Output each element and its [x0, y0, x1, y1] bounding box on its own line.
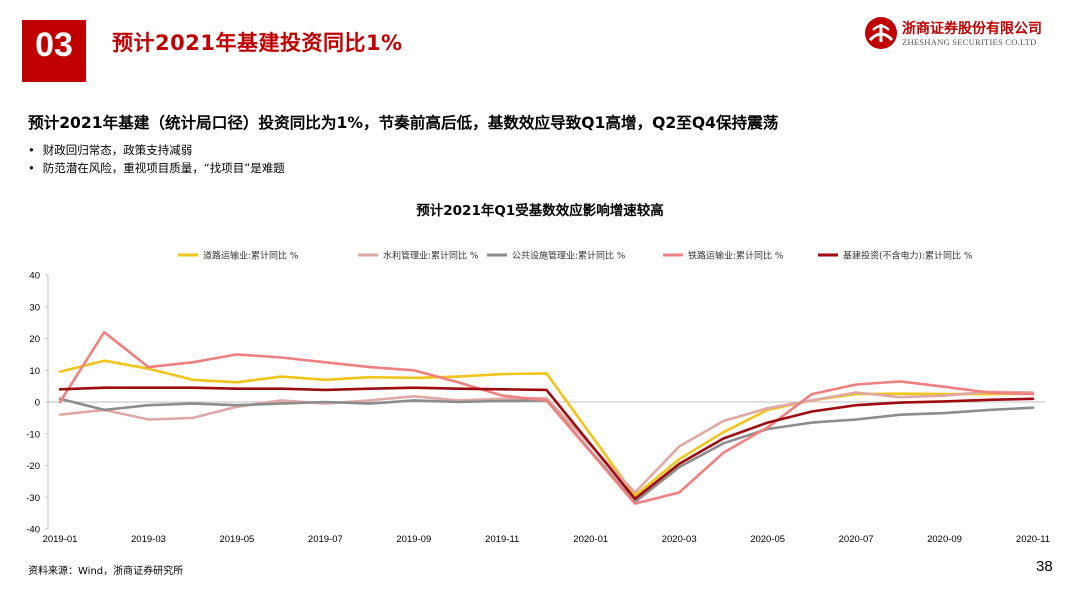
y-tick-label: 20 — [29, 334, 40, 345]
x-tick-label: 2019-05 — [219, 534, 254, 545]
legend-label: 铁路运输业:累计同比 % — [688, 250, 784, 262]
x-tick-label: 2020-09 — [927, 534, 962, 545]
logo-name-en: ZHESHANG SECURITIES CO.LTD — [902, 37, 1037, 47]
x-tick-label: 2020-05 — [750, 534, 785, 545]
chart-title: 预计2021年Q1受基数效应影响增速较高 — [416, 203, 664, 219]
series-line — [58, 330, 1035, 505]
x-tick-label: 2020-03 — [662, 534, 697, 545]
bullet-item: 防范潜在风险，重视项目质量，“找项目”是难题 — [28, 159, 285, 177]
legend-label: 道路运输业:累计同比 % — [203, 250, 299, 262]
y-tick-label: -10 — [26, 429, 40, 440]
x-tick-label: 2020-07 — [839, 534, 874, 545]
page-number: 38 — [1036, 558, 1053, 575]
series-line — [58, 397, 1035, 504]
source-note: 资料来源：Wind，浙商证券研究所 — [28, 566, 184, 577]
page-title: 预计2021年基建投资同比1% — [112, 31, 403, 55]
series-line — [58, 359, 1035, 498]
y-tick-label: 10 — [29, 366, 40, 377]
y-tick-label: 0 — [35, 398, 40, 409]
x-tick-label: 2019-01 — [43, 534, 78, 545]
logo-name-cn: 浙商证券股份有限公司 — [902, 21, 1042, 37]
series-line — [58, 386, 1035, 501]
y-tick-label: -30 — [26, 493, 40, 504]
y-tick-label: -20 — [26, 461, 40, 472]
legend-label: 基建投资(不含电力):累计同比 % — [843, 250, 973, 262]
x-tick-label: 2019-03 — [131, 534, 166, 545]
series-line — [58, 390, 1035, 494]
bullet-item: 财政回归常态，政策支持减弱 — [28, 141, 285, 159]
bullet-list: 财政回归常态，政策支持减弱 防范潜在风险，重视项目质量，“找项目”是难题 — [28, 141, 285, 177]
legend-label: 水利管理业:累计同比 % — [383, 250, 479, 262]
legend-label: 公共设施管理业:累计同比 % — [512, 250, 626, 262]
headline: 预计2021年基建（统计局口径）投资同比为1%，节奏前高后低，基数效应导致Q1高… — [28, 114, 779, 132]
zheshang-logo-icon — [865, 17, 897, 49]
section-number-badge: 03 — [22, 20, 86, 82]
y-tick-label: 40 — [29, 271, 40, 282]
x-tick-label: 2020-11 — [1016, 534, 1050, 545]
x-tick-label: 2019-11 — [485, 534, 519, 545]
y-tick-label: 30 — [29, 302, 40, 313]
x-tick-label: 2019-09 — [396, 534, 431, 545]
x-tick-label: 2020-01 — [573, 534, 608, 545]
y-tick-label: -40 — [26, 525, 40, 536]
x-tick-label: 2019-07 — [308, 534, 343, 545]
company-logo: 浙商证券股份有限公司 ZHESHANG SECURITIES CO.LTD — [864, 16, 1054, 56]
